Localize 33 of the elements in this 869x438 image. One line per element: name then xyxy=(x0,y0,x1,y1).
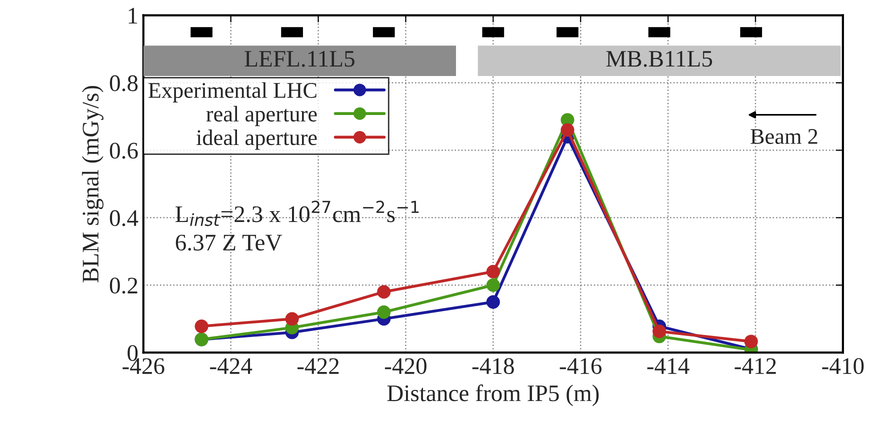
annotation: MB.B11L5 xyxy=(606,50,712,67)
point xyxy=(486,295,500,309)
y-tick-label: 0.2 xyxy=(110,278,138,294)
y-axis-title: BLM signal (mGy/s) xyxy=(82,86,104,282)
point xyxy=(560,123,574,137)
point xyxy=(285,312,299,326)
x-tick-label: -420 xyxy=(384,358,426,374)
y-tick-label: 0.6 xyxy=(110,142,138,159)
annotation: 6.37 Z TeV xyxy=(176,234,282,251)
x-axis-title: Distance from IP5 (m) xyxy=(387,384,599,406)
legend-label: real aperture xyxy=(206,106,317,126)
point xyxy=(486,278,500,292)
annotation: Beam 2 xyxy=(750,129,818,144)
x-tick-label: -414 xyxy=(647,358,690,374)
y-tick-label: 0.8 xyxy=(110,75,138,92)
y-tick-label: 1 xyxy=(128,8,138,24)
point xyxy=(486,264,500,278)
y-tick-label: 0.4 xyxy=(110,210,138,226)
annotation: L$_{inst}$=2.3 x 10$^{27}$cm$^{−2}$s$^{−1}$ xyxy=(176,200,419,226)
x-tick-label: -416 xyxy=(560,358,602,374)
legend-label: ideal aperture xyxy=(196,130,317,150)
point xyxy=(194,320,208,334)
legend-label: Experimental LHC xyxy=(148,82,316,102)
point xyxy=(652,324,666,338)
x-tick-label: -424 xyxy=(210,358,252,374)
x-tick-label: -422 xyxy=(298,358,339,374)
x-tick-label: -410 xyxy=(822,358,864,374)
annotation: LEFL.11L5 xyxy=(244,50,354,67)
x-tick-label: -418 xyxy=(472,358,514,374)
point xyxy=(377,305,391,319)
point xyxy=(744,334,758,348)
point xyxy=(377,285,391,299)
x-tick-label: -412 xyxy=(734,358,776,374)
